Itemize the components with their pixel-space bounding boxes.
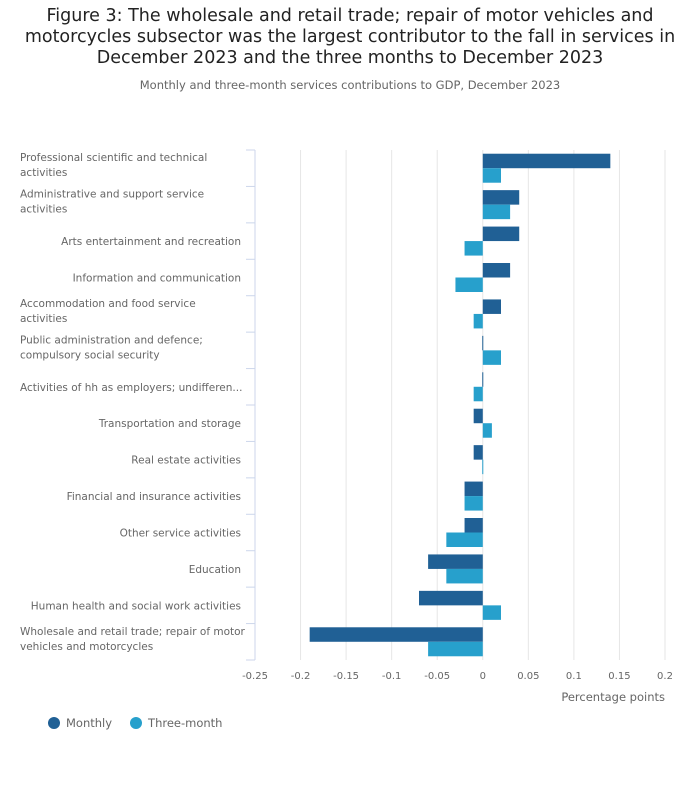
category-label: Arts entertainment and recreation [61, 236, 241, 248]
x-tick-label: -0.1 [382, 671, 402, 682]
category-label-line: Accommodation and food service [20, 298, 196, 310]
x-tick-label: 0.15 [608, 671, 630, 682]
bar-monthly-7[interactable] [473, 408, 483, 424]
bar-three-month-7[interactable] [482, 423, 492, 438]
bar-monthly-11[interactable] [428, 554, 483, 569]
bar-three-month-10[interactable] [446, 532, 483, 548]
category-label: Accommodation and food service activities [20, 298, 196, 325]
category-label-line: Administrative and support service [20, 189, 204, 201]
category-labels: Professional scientific and technical act… [20, 152, 246, 653]
bar-three-month-6[interactable] [473, 386, 483, 402]
category-label-line: activities [20, 204, 67, 216]
category-label-line: activities [20, 313, 67, 325]
x-tick-label: -0.15 [333, 671, 359, 682]
x-axis-title: Percentage points [561, 690, 665, 704]
bar-monthly-12[interactable] [419, 590, 483, 606]
x-tick-label: -0.05 [424, 671, 450, 682]
bar-monthly-6[interactable] [482, 372, 484, 387]
bar-monthly-3[interactable] [482, 263, 511, 278]
category-label: Public administration and defence; compul… [20, 334, 203, 361]
bar-three-month-9[interactable] [464, 496, 483, 511]
x-axis-ticks: -0.25 -0.2 -0.15 -0.1 -0.05 0 0.05 0.1 0.15 0.2 [242, 671, 673, 682]
category-label-line: compulsory social security [20, 349, 160, 361]
category-label: Transportation and storage [98, 418, 241, 430]
category-label: Wholesale and retail trade; repair of mo… [20, 626, 246, 653]
x-tick-label: -0.2 [291, 671, 311, 682]
legend-item-monthly[interactable]: Monthly [48, 716, 112, 730]
legend-label-monthly: Monthly [66, 716, 113, 730]
bar-monthly-10[interactable] [464, 518, 483, 533]
bar-three-month-13[interactable] [428, 641, 483, 657]
bar-three-month-5[interactable] [482, 350, 501, 365]
category-label-line: Public administration and defence; [20, 334, 203, 346]
legend: Monthly Three-month [48, 716, 222, 730]
category-label: Other service activities [120, 528, 241, 540]
category-label-line: Wholesale and retail trade; repair of mo… [20, 626, 246, 638]
bar-three-month-4[interactable] [473, 313, 483, 329]
bar-three-month-3[interactable] [455, 277, 483, 293]
category-label: Education [189, 564, 241, 576]
category-label: Administrative and support service activi… [20, 189, 204, 216]
bars [309, 153, 611, 657]
x-tick-label: -0.25 [242, 671, 268, 682]
x-tick-label: 0.2 [657, 671, 673, 682]
legend-label-three-month: Three-month [148, 716, 223, 730]
bar-three-month-11[interactable] [446, 568, 483, 584]
category-label-line: vehicles and motorcycles [20, 641, 153, 653]
category-label-line: Professional scientific and technical [20, 152, 207, 164]
legend-dot-three-month-icon [130, 717, 143, 729]
chart-subtitle: Monthly and three-month services contrib… [139, 78, 561, 92]
legend-dot-monthly-icon [48, 717, 60, 729]
bar-monthly-4[interactable] [482, 299, 501, 314]
bar-three-month-12[interactable] [482, 605, 501, 620]
category-label: Human health and social work activities [31, 600, 241, 612]
bar-three-month-8[interactable] [482, 459, 484, 475]
bar-three-month-0[interactable] [482, 168, 501, 183]
x-tick-label: 0.05 [517, 671, 539, 682]
bar-monthly-0[interactable] [482, 153, 611, 169]
bar-monthly-5[interactable] [482, 335, 484, 351]
y-axis [246, 149, 256, 661]
category-label: Real estate activities [131, 455, 241, 467]
x-tick-label: 0 [480, 671, 486, 682]
gridlines [300, 150, 666, 660]
bar-monthly-13[interactable] [309, 627, 483, 642]
bar-monthly-8[interactable] [473, 445, 483, 460]
category-label: Professional scientific and technical act… [20, 152, 207, 179]
bar-monthly-2[interactable] [482, 226, 520, 242]
category-label: Financial and insurance activities [67, 491, 241, 503]
bar-three-month-1[interactable] [482, 204, 511, 220]
category-label-line: activities [20, 167, 67, 179]
legend-item-three-month[interactable]: Three-month [130, 716, 222, 730]
category-label: Activities of hh as employers; undiffere… [20, 382, 242, 394]
chart-title: Figure 3: The wholesale and retail trade… [24, 6, 676, 68]
bar-monthly-9[interactable] [464, 481, 483, 497]
bar-three-month-2[interactable] [464, 241, 483, 256]
x-tick-label: 0.1 [566, 671, 582, 682]
bar-monthly-1[interactable] [482, 190, 520, 205]
category-label: Information and communication [73, 273, 241, 285]
